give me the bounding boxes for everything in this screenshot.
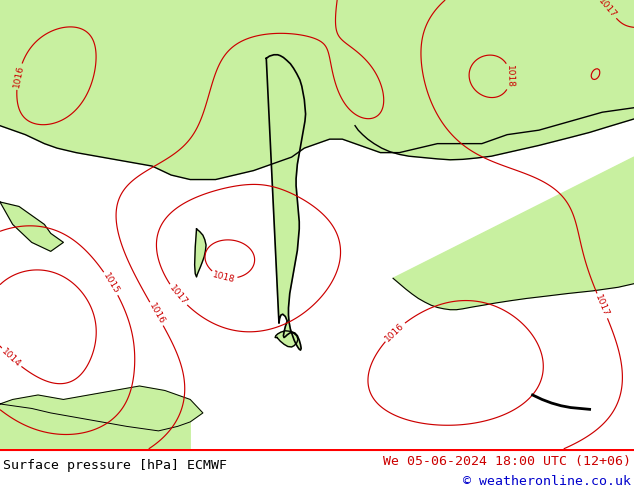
Polygon shape [275, 331, 298, 347]
Text: © weatheronline.co.uk: © weatheronline.co.uk [463, 475, 631, 488]
Text: 1017: 1017 [593, 294, 611, 318]
Text: 1014: 1014 [0, 346, 23, 369]
Text: 1018: 1018 [212, 270, 236, 284]
Polygon shape [0, 202, 63, 251]
Text: 1016: 1016 [383, 320, 406, 343]
Polygon shape [0, 386, 203, 431]
Text: 1018: 1018 [505, 65, 515, 88]
Text: We 05-06-2024 18:00 UTC (12+06): We 05-06-2024 18:00 UTC (12+06) [383, 455, 631, 467]
Text: Surface pressure [hPa] ECMWF: Surface pressure [hPa] ECMWF [3, 459, 227, 472]
Polygon shape [393, 157, 634, 310]
Polygon shape [0, 404, 190, 449]
Text: 1017: 1017 [597, 0, 619, 20]
Polygon shape [266, 55, 306, 350]
Text: 1016: 1016 [147, 302, 166, 326]
Polygon shape [195, 229, 206, 277]
Text: 1016: 1016 [12, 64, 25, 89]
Text: 1017: 1017 [167, 283, 189, 307]
Polygon shape [355, 0, 634, 160]
Polygon shape [0, 0, 634, 179]
Text: 1015: 1015 [101, 271, 121, 295]
